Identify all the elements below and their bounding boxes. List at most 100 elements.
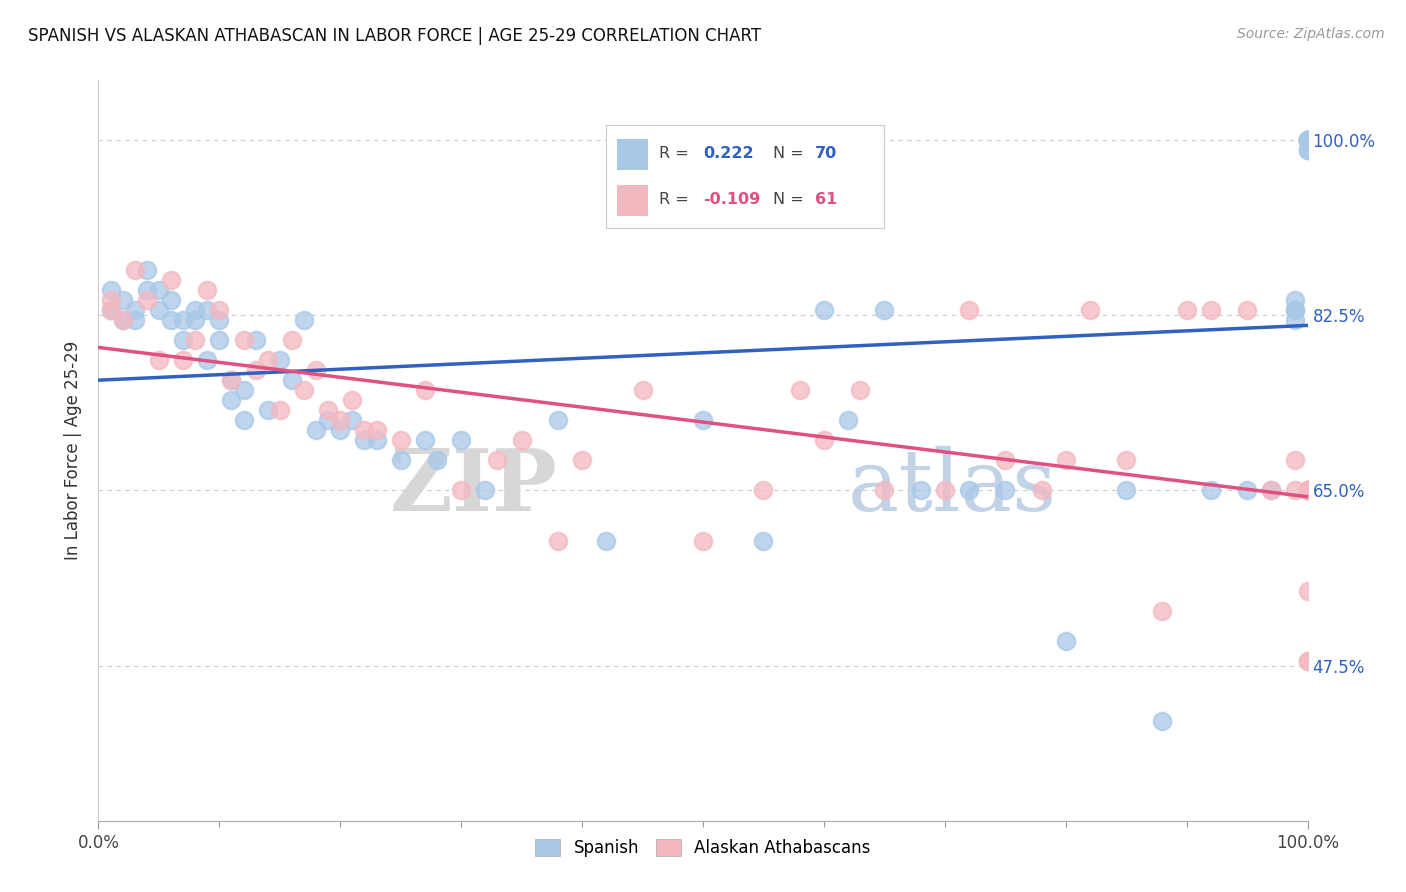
Point xyxy=(124,303,146,318)
Point xyxy=(316,413,339,427)
Point xyxy=(957,483,980,498)
Point xyxy=(1199,303,1222,318)
Point xyxy=(1115,453,1137,467)
Point xyxy=(195,353,218,368)
Y-axis label: In Labor Force | Age 25-29: In Labor Force | Age 25-29 xyxy=(65,341,83,560)
Point xyxy=(366,434,388,448)
Point xyxy=(1260,483,1282,498)
Point xyxy=(849,384,872,398)
Point xyxy=(160,313,183,327)
Point xyxy=(172,353,194,368)
Point xyxy=(1115,483,1137,498)
Point xyxy=(269,403,291,417)
Point xyxy=(281,334,304,348)
Point xyxy=(1296,654,1319,668)
Point xyxy=(910,483,932,498)
Point xyxy=(1296,133,1319,147)
Point xyxy=(305,363,328,377)
Point xyxy=(1199,483,1222,498)
Point xyxy=(148,303,170,318)
Point xyxy=(100,303,122,318)
Point xyxy=(1296,144,1319,158)
Point xyxy=(1236,483,1258,498)
Point xyxy=(1296,483,1319,498)
Point xyxy=(172,334,194,348)
Point xyxy=(195,303,218,318)
Point xyxy=(1296,483,1319,498)
Point xyxy=(148,353,170,368)
Point xyxy=(1260,483,1282,498)
Point xyxy=(1284,303,1306,318)
Point xyxy=(221,373,243,387)
Point xyxy=(1152,603,1174,617)
Point xyxy=(413,434,436,448)
Point xyxy=(1284,303,1306,318)
Point xyxy=(1054,453,1077,467)
Point xyxy=(269,353,291,368)
Point xyxy=(232,334,254,348)
Point xyxy=(292,313,315,327)
Point xyxy=(1296,133,1319,147)
Point xyxy=(1078,303,1101,318)
Point xyxy=(692,533,714,548)
Point xyxy=(486,453,509,467)
Point xyxy=(1296,133,1319,147)
Point xyxy=(813,303,835,318)
Point xyxy=(450,434,472,448)
Point xyxy=(1296,133,1319,147)
Point xyxy=(1296,133,1319,147)
Text: atlas: atlas xyxy=(848,446,1057,529)
Point xyxy=(1296,144,1319,158)
Point xyxy=(1054,633,1077,648)
Point xyxy=(873,303,896,318)
Point xyxy=(111,313,134,327)
Point xyxy=(873,483,896,498)
Point xyxy=(547,533,569,548)
Point xyxy=(184,334,207,348)
Point xyxy=(100,303,122,318)
Point xyxy=(184,303,207,318)
Point xyxy=(256,403,278,417)
Point xyxy=(426,453,449,467)
Point xyxy=(1175,303,1198,318)
Point xyxy=(195,284,218,298)
Point xyxy=(245,363,267,377)
Point xyxy=(208,313,231,327)
Point xyxy=(232,413,254,427)
Point xyxy=(111,293,134,308)
Legend: Spanish, Alaskan Athabascans: Spanish, Alaskan Athabascans xyxy=(529,832,877,864)
Point xyxy=(1296,133,1319,147)
Point xyxy=(994,483,1017,498)
Point xyxy=(256,353,278,368)
Point xyxy=(100,284,122,298)
Point xyxy=(342,413,364,427)
Point xyxy=(221,393,243,408)
Point xyxy=(1296,483,1319,498)
Text: SPANISH VS ALASKAN ATHABASCAN IN LABOR FORCE | AGE 25-29 CORRELATION CHART: SPANISH VS ALASKAN ATHABASCAN IN LABOR F… xyxy=(28,27,761,45)
Point xyxy=(124,263,146,277)
Point xyxy=(353,434,375,448)
Point xyxy=(413,384,436,398)
Point xyxy=(474,483,496,498)
Point xyxy=(631,384,654,398)
Point xyxy=(752,533,775,548)
Point xyxy=(547,413,569,427)
Point xyxy=(1284,293,1306,308)
Point xyxy=(595,533,617,548)
Point xyxy=(111,313,134,327)
Point xyxy=(292,384,315,398)
Point xyxy=(100,293,122,308)
Point xyxy=(1296,483,1319,498)
Point xyxy=(389,434,412,448)
Point xyxy=(1152,714,1174,728)
Point xyxy=(160,293,183,308)
Point xyxy=(957,303,980,318)
Point xyxy=(135,263,157,277)
Point xyxy=(135,284,157,298)
Point xyxy=(837,413,859,427)
Point xyxy=(124,313,146,327)
Point xyxy=(692,413,714,427)
Point xyxy=(329,424,352,438)
Point xyxy=(1296,133,1319,147)
Point xyxy=(281,373,304,387)
